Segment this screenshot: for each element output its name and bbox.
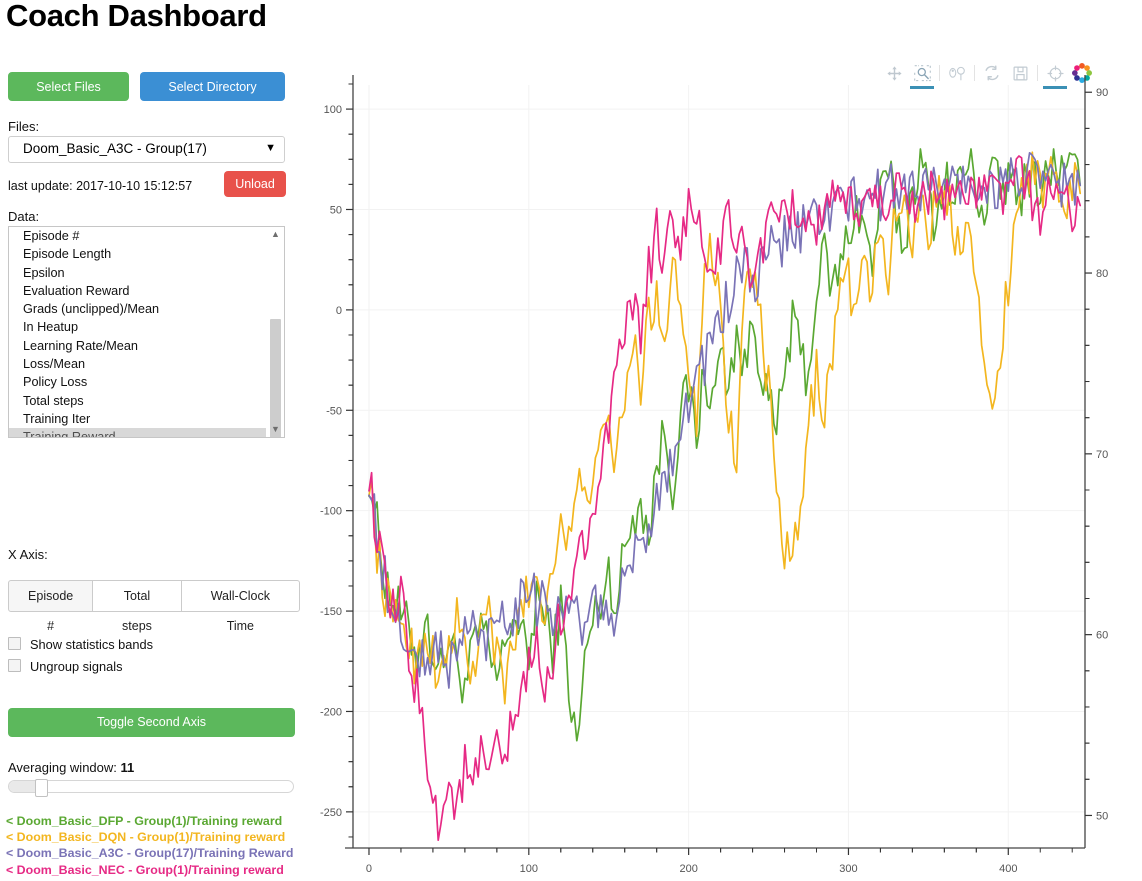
averaging-window-caption: Averaging window: [8, 760, 117, 775]
averaging-window-value: 11 [120, 760, 135, 775]
series-line[interactable] [368, 148, 1082, 742]
legend-entry[interactable]: < Doom_Basic_DQN - Group(1)/Training rew… [6, 830, 286, 845]
data-list-item[interactable]: Total steps [23, 393, 84, 408]
data-list-item[interactable]: Episode # [23, 229, 80, 243]
data-list-item[interactable]: Policy Loss [23, 375, 88, 390]
ungroup-signals-checkbox[interactable] [8, 659, 21, 672]
tick-label-bottom: 400 [999, 863, 1017, 875]
x-axis-button-group: Episode # Total steps Wall-Clock Time [8, 580, 300, 633]
data-list-item[interactable]: Episode Length [23, 247, 112, 262]
data-list-item[interactable]: Learning Rate/Mean [23, 338, 138, 353]
tick-label-right: 60 [1096, 630, 1108, 642]
modebar-divider [939, 65, 940, 81]
save-icon[interactable] [1006, 60, 1034, 86]
zoom-box-icon[interactable] [908, 60, 936, 89]
x-axis-label: X Axis: [8, 547, 48, 562]
scrollbar-thumb[interactable] [270, 319, 281, 437]
files-select[interactable]: Doom_Basic_A3C - Group(17) ▼ [8, 136, 285, 163]
tick-label-right: 70 [1096, 449, 1108, 461]
tick-label-left: -150 [320, 606, 342, 618]
legend-entry[interactable]: < Doom_Basic_NEC - Group(1)/Training rew… [6, 862, 284, 877]
autoscale-icon[interactable] [978, 60, 1006, 86]
data-label: Data: [8, 209, 40, 224]
show-statistics-bands-label: Show statistics bands [30, 637, 154, 652]
x-axis-option-total-steps[interactable]: Total steps [92, 580, 182, 633]
tick-label-left: -200 [320, 706, 342, 718]
series-legend: < Doom_Basic_DFP - Group(1)/Training rew… [6, 814, 296, 879]
series-line[interactable] [368, 151, 1082, 705]
data-list-item[interactable]: Evaluation Reward [23, 283, 130, 298]
x-axis-option-episode[interactable]: Episode # [8, 580, 94, 633]
last-update-text: last update: 2017-10-10 15:12:57 [8, 179, 193, 193]
tick-label-left: 100 [324, 104, 342, 116]
ungroup-signals-row[interactable]: Ungroup signals [8, 659, 122, 674]
x-axis-option-wall-clock-time[interactable]: Wall-Clock Time [180, 580, 300, 633]
data-list-item[interactable]: In Heatup [23, 320, 79, 335]
legend-entry[interactable]: < Doom_Basic_DFP - Group(1)/Training rew… [6, 814, 283, 828]
data-list-item[interactable]: Epsilon [23, 265, 65, 280]
chart-series [368, 148, 1082, 842]
pan-icon[interactable] [880, 60, 908, 86]
tick-label-left: 0 [336, 305, 342, 317]
plot-area: 100 50 0 -50 -100 -150 -200 -250 90 80 70 60 50 0 100 2… [296, 55, 1142, 881]
scroll-down-icon[interactable]: ▼ [271, 424, 280, 434]
tick-label-bottom: 100 [520, 863, 538, 875]
tick-label-left: 50 [330, 204, 342, 216]
tick-label-left: -50 [326, 405, 342, 417]
tick-label-right: 50 [1096, 810, 1108, 822]
modebar-divider [1037, 65, 1038, 81]
plot-canvas[interactable]: 100 50 0 -50 -100 -150 -200 -250 90 80 70 60 50 0 100 2… [296, 55, 1142, 881]
training-reward-line-chart: 100 50 0 -50 -100 -150 -200 -250 90 80 70 60 50 0 100 2… [320, 75, 1108, 875]
files-select-value: Doom_Basic_A3C - Group(17) [23, 141, 207, 156]
tick-label-left: -100 [320, 506, 342, 518]
control-sidebar: Select Files Select Directory Files: Doo… [0, 62, 300, 881]
toggle-second-axis-button[interactable]: Toggle Second Axis [8, 708, 295, 737]
chevron-down-icon: ▼ [265, 142, 276, 154]
show-statistics-bands-checkbox[interactable] [8, 637, 21, 650]
page-title: Coach Dashboard [6, 0, 267, 33]
scroll-up-icon[interactable]: ▲ [271, 229, 280, 239]
files-label: Files: [8, 119, 40, 134]
zoom-in-out-icon[interactable] [943, 60, 971, 86]
data-list-scrollbar[interactable]: ▲ ▼ [267, 227, 284, 437]
averaging-window-slider[interactable] [8, 779, 294, 797]
tick-label-bottom: 200 [679, 863, 697, 875]
tick-label-bottom: 0 [366, 863, 372, 875]
slider-fill [9, 781, 41, 792]
modebar-divider [974, 65, 975, 81]
select-files-button[interactable]: Select Files [8, 72, 129, 101]
chart-axes: 100 50 0 -50 -100 -150 -200 -250 90 80 70 60 50 0 100 2… [320, 75, 1108, 875]
data-list-item[interactable]: Training Reward [9, 428, 266, 437]
spike-lines-icon[interactable] [1041, 60, 1069, 89]
tick-label-left: -250 [320, 807, 342, 819]
unload-button[interactable]: Unload [224, 171, 286, 197]
slider-handle[interactable] [34, 779, 48, 797]
select-directory-button[interactable]: Select Directory [140, 72, 285, 101]
data-list-item[interactable]: Loss/Mean [23, 357, 86, 372]
averaging-window-label: Averaging window: 11 [8, 760, 134, 775]
tick-label-right: 80 [1096, 268, 1108, 280]
data-list-item[interactable]: Grads (unclipped)/Mean [23, 302, 160, 317]
series-line[interactable] [368, 151, 1082, 689]
ungroup-signals-label: Ungroup signals [30, 659, 123, 674]
legend-entry[interactable]: < Doom_Basic_A3C - Group(17)/Training Re… [6, 846, 294, 861]
series-line[interactable] [368, 155, 1082, 842]
tick-label-right: 90 [1096, 87, 1108, 99]
tick-label-bottom: 300 [839, 863, 857, 875]
show-statistics-bands-row[interactable]: Show statistics bands [8, 637, 153, 652]
data-signal-listbox[interactable]: Episode # Episode Length Epsilon Evaluation… [8, 226, 285, 438]
data-list-item[interactable]: Training Iter [23, 411, 91, 426]
